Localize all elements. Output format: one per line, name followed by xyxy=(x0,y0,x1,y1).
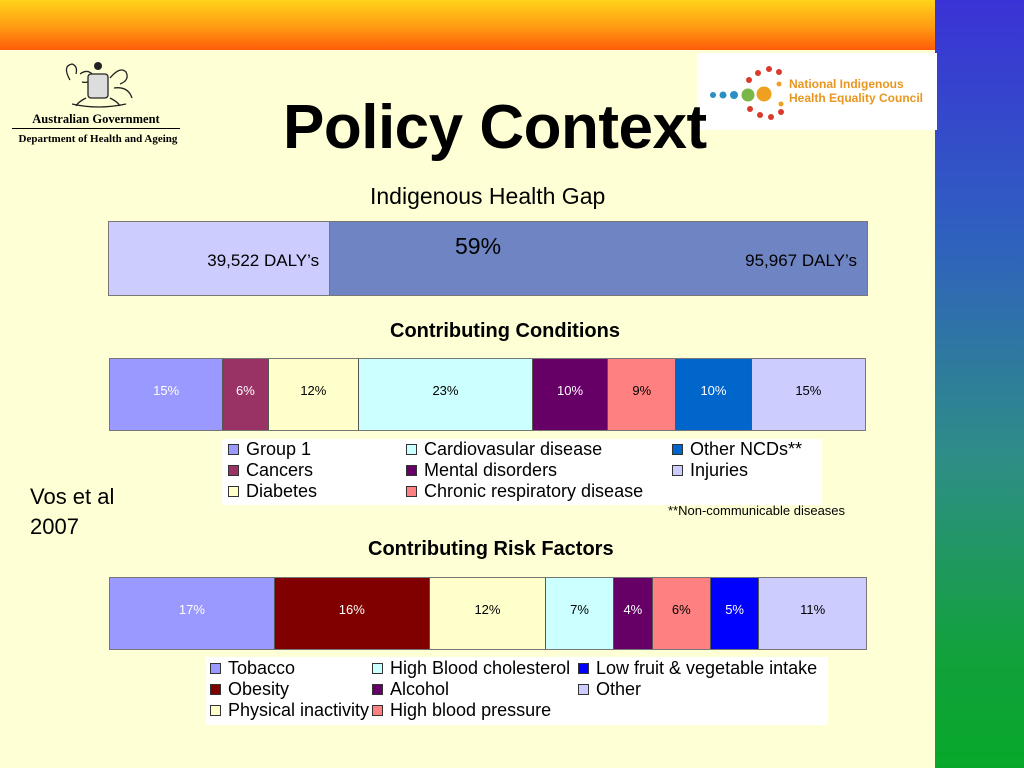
risk-chart-title: Contributing Risk Factors xyxy=(368,538,614,560)
legend-label: Cardiovasular disease xyxy=(424,439,603,459)
top-gradient-band xyxy=(0,0,935,50)
legend-item: Alcohol xyxy=(372,679,449,700)
conditions-stacked-bar: 15% 6% 12% 23% 10% 9% 10% 15% xyxy=(109,358,866,431)
legend-item: Tobacco xyxy=(210,658,295,679)
legend-swatch xyxy=(228,465,239,476)
legend-swatch xyxy=(372,663,383,674)
legend-label: Other NCDs** xyxy=(690,439,803,459)
bar-segment: 23% xyxy=(359,359,533,430)
legend-label: Tobacco xyxy=(228,658,296,678)
legend-swatch xyxy=(672,465,683,476)
nihec-name: National Indigenous Health Equality Coun… xyxy=(789,77,923,105)
nihec-line2: Health Equality Council xyxy=(789,91,924,105)
gap-stacked-bar: 39,522 DALY’s 95,967 DALY’s xyxy=(108,221,868,296)
bar-segment: 11% xyxy=(759,578,866,649)
legend-item: Injuries xyxy=(672,460,748,481)
legend-swatch xyxy=(406,465,417,476)
legend-label: High Blood cholesterol xyxy=(390,658,571,678)
legend-swatch xyxy=(372,705,383,716)
legend-item: Cancers xyxy=(228,460,313,481)
legend-label: Diabetes xyxy=(246,481,318,501)
legend-item: Other NCDs** xyxy=(672,439,802,460)
legend-item: Low fruit & vegetable intake xyxy=(578,658,817,679)
legend-swatch xyxy=(672,444,683,455)
legend-label: Group 1 xyxy=(246,439,312,459)
conditions-legend: Group 1 Cancers Diabetes Cardiovasular dise… xyxy=(222,439,822,505)
legend-swatch xyxy=(372,684,383,695)
logo-divider xyxy=(12,128,180,129)
risk-stacked-bar: 17% 16% 12% 7% 4% 6% 5% 11% xyxy=(109,577,867,650)
bar-segment: 7% xyxy=(546,578,614,649)
legend-label: Alcohol xyxy=(390,679,450,699)
slide-title: Policy Context xyxy=(283,93,707,162)
bar-segment: 6% xyxy=(223,359,269,430)
legend-label: Other xyxy=(596,679,642,699)
conditions-chart-title: Contributing Conditions xyxy=(390,320,620,342)
bar-segment: 17% xyxy=(110,578,275,649)
nihec-logo: National Indigenous Health Equality Coun… xyxy=(697,53,937,130)
gap-segment: 39,522 DALY’s xyxy=(109,222,331,295)
legend-label: Low fruit & vegetable intake xyxy=(596,658,818,678)
legend-swatch xyxy=(210,663,221,674)
bar-segment: 4% xyxy=(613,578,653,649)
legend-label: Cancers xyxy=(246,460,314,480)
bar-segment: 16% xyxy=(274,578,430,649)
legend-item: High blood pressure xyxy=(372,700,551,721)
legend-item: High Blood cholesterol xyxy=(372,658,570,679)
legend-swatch xyxy=(228,444,239,455)
legend-item: Obesity xyxy=(210,679,289,700)
bar-segment: 15% xyxy=(751,359,865,430)
legend-item: Diabetes xyxy=(228,481,317,502)
gap-percentage-annotation: 59% xyxy=(455,233,502,259)
bar-segment: 6% xyxy=(652,578,711,649)
bar-segment: 5% xyxy=(710,578,760,649)
legend-item: Other xyxy=(578,679,641,700)
risk-legend: Tobacco Obesity Physical inactivity High Bl… xyxy=(206,657,828,725)
legend-swatch xyxy=(578,684,589,695)
legend-item: Chronic respiratory disease xyxy=(406,481,643,502)
dots-logo-icon xyxy=(710,66,784,120)
gap-segment: 95,967 DALY’s xyxy=(330,222,867,295)
coat-of-arms-icon xyxy=(65,62,133,108)
legend-swatch xyxy=(578,663,589,674)
citation-line1: Vos et al xyxy=(30,484,115,509)
legend-item: Group 1 xyxy=(228,439,311,460)
legend-swatch xyxy=(228,486,239,497)
legend-item: Mental disorders xyxy=(406,460,557,481)
left-org-name: Australian Government xyxy=(32,112,160,126)
legend-item: Cardiovasular disease xyxy=(406,439,602,460)
footnote: **Non-communicable diseases xyxy=(668,503,846,518)
legend-swatch xyxy=(406,486,417,497)
bar-segment: 12% xyxy=(429,578,547,649)
legend-item: Physical inactivity xyxy=(210,700,369,721)
bar-segment: 15% xyxy=(110,359,224,430)
legend-label: Obesity xyxy=(228,679,290,699)
legend-label: Chronic respiratory disease xyxy=(424,481,644,501)
legend-swatch xyxy=(210,705,221,716)
citation-line2: 2007 xyxy=(30,514,79,539)
gap-segment-label: 95,967 DALY’s xyxy=(745,251,857,270)
bar-segment: 10% xyxy=(676,359,752,430)
legend-label: Mental disorders xyxy=(424,460,558,480)
bar-segment: 12% xyxy=(268,359,360,430)
gap-chart-title: Indigenous Health Gap xyxy=(370,183,606,209)
bar-segment: 10% xyxy=(532,359,609,430)
gap-segment-label: 39,522 DALY’s xyxy=(207,251,320,270)
side-gradient-band xyxy=(935,0,1024,768)
nihec-line1: National Indigenous xyxy=(789,77,904,91)
legend-label: Physical inactivity xyxy=(228,700,370,720)
legend-label: Injuries xyxy=(690,460,749,480)
citation: Vos et al 2007 xyxy=(30,482,114,542)
left-dept-name: Department of Health and Ageing xyxy=(18,133,178,145)
legend-swatch xyxy=(210,684,221,695)
bar-segment: 9% xyxy=(608,359,677,430)
legend-label: High blood pressure xyxy=(390,700,552,720)
legend-swatch xyxy=(406,444,417,455)
